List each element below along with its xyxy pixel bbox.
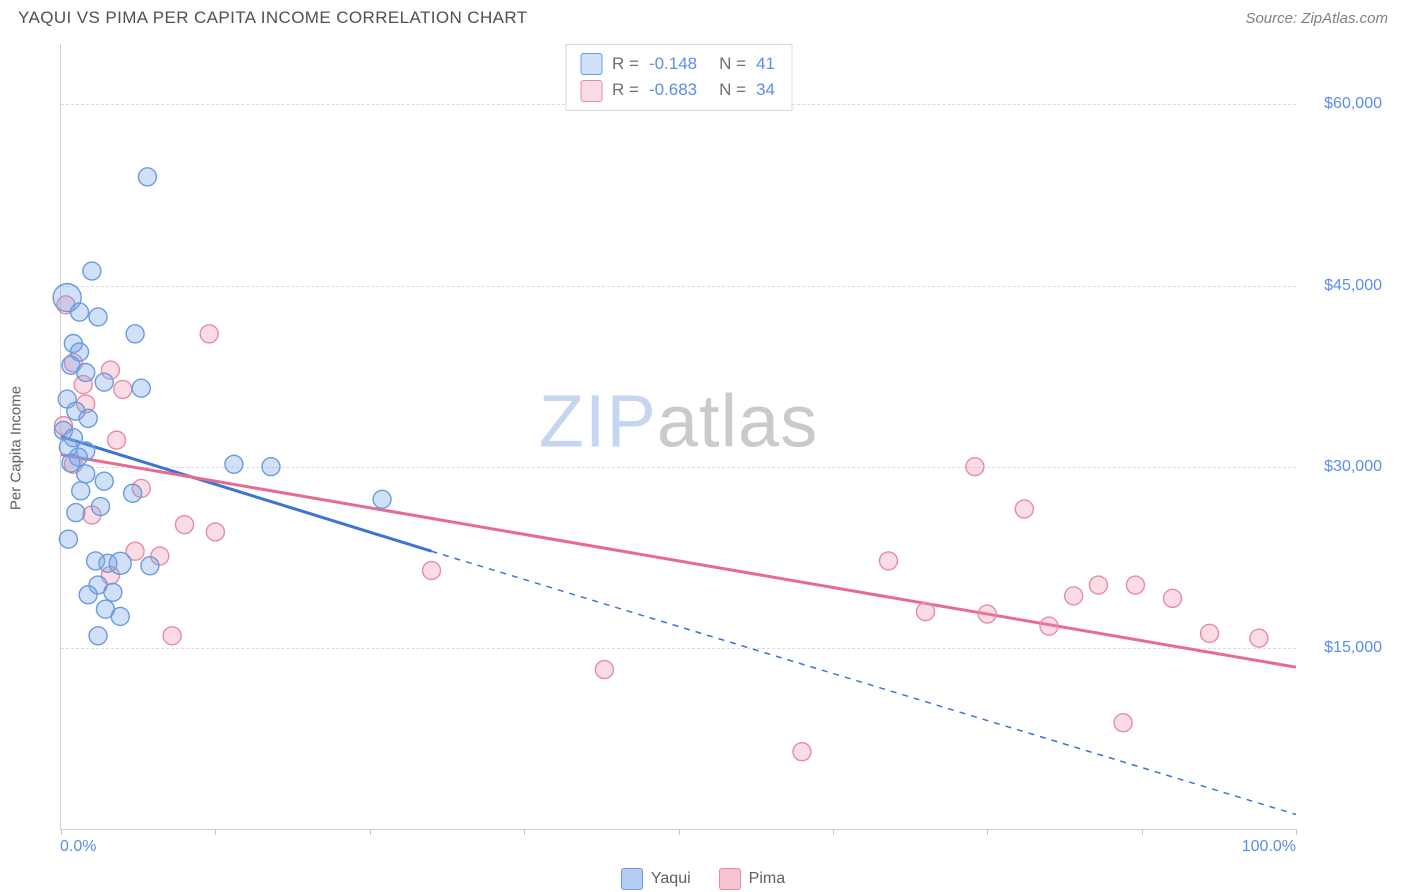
y-tick-label: $60,000 [1324,95,1382,113]
data-point-yaqui [67,504,85,522]
data-point-yaqui [92,498,110,516]
data-point-yaqui [138,168,156,186]
data-point-yaqui [79,409,97,427]
x-tick [61,829,62,835]
x-tick [524,829,525,835]
data-point-yaqui [225,455,243,473]
data-point-pima [114,380,132,398]
x-tick [987,829,988,835]
legend-item-pima: Pima [719,868,785,890]
legend-n-value-pima: 34 [756,77,775,103]
regression-extrapolation-yaqui [432,551,1297,814]
y-tick-label: $45,000 [1324,277,1382,295]
data-point-pima [1065,587,1083,605]
legend-swatch-yaqui [580,53,602,75]
x-tick [1296,829,1297,835]
data-point-pima [595,661,613,679]
legend-row-pima: R = -0.683 N = 34 [580,77,775,103]
legend-n-label: N = [719,51,746,77]
data-point-pima [879,552,897,570]
source-attribution: Source: ZipAtlas.com [1245,10,1388,27]
legend-swatch-pima [719,868,741,890]
data-point-yaqui [95,472,113,490]
data-point-pima [793,743,811,761]
series-legend: Yaqui Pima [0,868,1406,890]
x-tick [215,829,216,835]
data-point-yaqui [72,482,90,500]
data-point-yaqui [83,262,101,280]
data-layer [61,44,1296,829]
data-point-yaqui [124,484,142,502]
chart-title: YAQUI VS PIMA PER CAPITA INCOME CORRELAT… [18,8,528,28]
x-axis-max-label: 100.0% [1242,838,1296,856]
regression-line-pima [61,455,1296,668]
legend-label-pima: Pima [749,870,785,888]
data-point-pima [978,605,996,623]
data-point-pima [917,603,935,621]
data-point-pima [1126,576,1144,594]
legend-r-label: R = [612,77,639,103]
legend-n-label: N = [719,77,746,103]
x-tick [1142,829,1143,835]
data-point-pima [1089,576,1107,594]
data-point-yaqui [141,557,159,575]
legend-swatch-yaqui [621,868,643,890]
data-point-yaqui [89,308,107,326]
data-point-pima [176,516,194,534]
legend-item-yaqui: Yaqui [621,868,691,890]
data-point-pima [1015,500,1033,518]
data-point-yaqui [373,490,391,508]
data-point-yaqui [104,583,122,601]
data-point-pima [1250,629,1268,647]
data-point-pima [108,431,126,449]
legend-swatch-pima [580,80,602,102]
data-point-pima [1114,714,1132,732]
legend-r-label: R = [612,51,639,77]
data-point-pima [200,325,218,343]
data-point-yaqui [77,465,95,483]
y-tick-label: $15,000 [1324,639,1382,657]
legend-row-yaqui: R = -0.148 N = 41 [580,51,775,77]
plot-area: ZIPatlas R = -0.148 N = 41 R = -0.683 N … [60,44,1296,830]
data-point-pima [163,627,181,645]
data-point-pima [1201,624,1219,642]
data-point-pima [423,562,441,580]
data-point-yaqui [89,627,107,645]
chart-container: Per Capita Income ZIPatlas R = -0.148 N … [18,44,1388,852]
data-point-yaqui [59,530,77,548]
data-point-yaqui [109,552,131,574]
data-point-pima [206,523,224,541]
data-point-yaqui [126,325,144,343]
y-axis-label: Per Capita Income [8,386,25,510]
x-axis-min-label: 0.0% [60,838,96,856]
legend-label-yaqui: Yaqui [651,870,691,888]
data-point-yaqui [71,303,89,321]
y-tick-labels: $15,000 $30,000 $45,000 $60,000 [1302,44,1388,830]
y-tick-label: $30,000 [1324,458,1382,476]
data-point-yaqui [132,379,150,397]
data-point-yaqui [262,458,280,476]
data-point-yaqui [79,586,97,604]
data-point-pima [966,458,984,476]
legend-n-value-yaqui: 41 [756,51,775,77]
legend-r-value-pima: -0.683 [649,77,697,103]
x-tick [679,829,680,835]
data-point-pima [1040,617,1058,635]
data-point-pima [1164,589,1182,607]
x-tick [370,829,371,835]
correlation-legend: R = -0.148 N = 41 R = -0.683 N = 34 [565,44,792,111]
data-point-yaqui [77,363,95,381]
data-point-yaqui [111,607,129,625]
legend-r-value-yaqui: -0.148 [649,51,697,77]
x-tick [833,829,834,835]
data-point-yaqui [95,373,113,391]
